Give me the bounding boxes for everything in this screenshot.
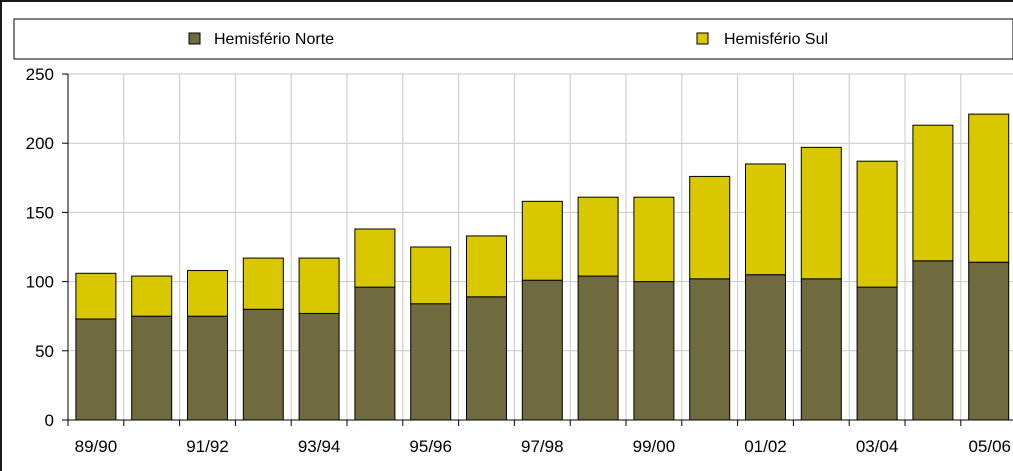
bar-segment-north	[75, 318, 117, 421]
y-tick-label: 200	[26, 134, 54, 153]
bar-segment-south	[968, 113, 1010, 263]
bar-segment-north	[800, 278, 842, 421]
bar-segment-north	[633, 281, 675, 421]
y-tick-label: 150	[26, 203, 54, 222]
x-axis-tick-labels: 89/90 91/92 93/94 95/96 97/98 99/00 01/02 03/04…	[75, 437, 1011, 456]
y-tick-label: 0	[45, 411, 54, 430]
bar-segment-north	[466, 296, 507, 421]
bar-segment-south	[354, 228, 396, 288]
y-tick-label: 50	[35, 342, 54, 361]
bar-segment-south	[298, 257, 340, 314]
bar-segment-north	[131, 315, 173, 421]
x-tick-label: 93/94	[298, 437, 341, 456]
bar-segment-south	[242, 257, 284, 310]
bar-segment-south	[689, 175, 731, 280]
bar-segment-north	[298, 312, 340, 421]
x-tick-label: 91/92	[186, 437, 229, 456]
x-tick-label: 03/04	[856, 437, 899, 456]
x-tick-label: 05/06	[968, 437, 1011, 456]
bar-segment-north	[745, 274, 786, 421]
bar-segment-south	[410, 246, 452, 305]
bar-segment-south	[521, 200, 563, 281]
bars	[75, 113, 1010, 421]
legend-label-north: Hemisfério Norte	[214, 31, 334, 48]
bar-segment-south	[131, 275, 173, 317]
bar-segment-south	[577, 196, 619, 277]
x-tick-label: 95/96	[409, 437, 452, 456]
bar-segment-north	[912, 260, 954, 421]
axes	[62, 73, 1013, 426]
bar-segment-south	[856, 160, 898, 288]
x-tick-label: 99/00	[633, 437, 676, 456]
bar-segment-north	[187, 315, 228, 421]
bar-segment-south	[75, 272, 117, 320]
legend-item-south: Hemisfério Sul	[696, 31, 828, 48]
legend-swatch-south	[696, 32, 709, 45]
legend: Hemisfério Norte Hemisfério Sul	[13, 18, 1013, 60]
y-tick-label: 100	[26, 273, 54, 292]
bar-segment-south	[912, 124, 954, 262]
x-tick-label: 01/02	[744, 437, 787, 456]
bar-segment-north	[410, 303, 452, 421]
legend-box	[13, 18, 1013, 60]
bar-segment-north	[968, 261, 1010, 421]
legend-label-south: Hemisfério Sul	[724, 31, 828, 48]
legend-item-north: Hemisfério Norte	[188, 31, 334, 48]
x-tick-label: 89/90	[75, 437, 118, 456]
bar-segment-south	[745, 163, 786, 276]
legend-swatch-north	[188, 32, 201, 45]
bar-segment-north	[577, 275, 619, 421]
bar-segment-north	[856, 286, 898, 421]
bar-segment-south	[466, 235, 507, 298]
bar-segment-south	[633, 196, 675, 283]
bar-segment-south	[187, 270, 228, 317]
bar-segment-north	[242, 308, 284, 421]
x-tick-label: 97/98	[521, 437, 564, 456]
bar-segment-north	[521, 279, 563, 421]
bar-segment-north	[354, 286, 396, 421]
y-axis-tick-labels: 0 50 100 150 200 250	[26, 65, 54, 430]
bar-segment-north	[689, 278, 731, 421]
y-tick-label: 250	[26, 65, 54, 84]
bar-segment-south	[800, 146, 842, 280]
